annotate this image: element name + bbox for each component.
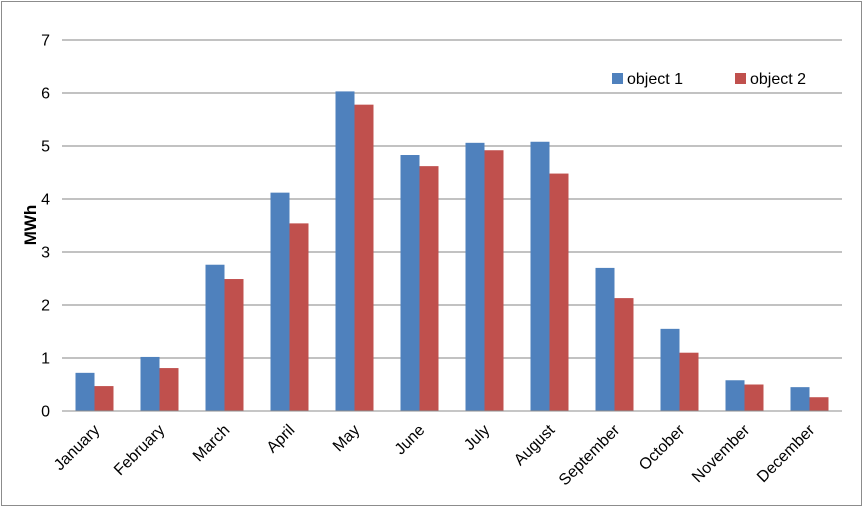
bar-object-1-march [205, 264, 225, 411]
legend-swatch [735, 73, 746, 84]
bar-object-2-july [484, 150, 504, 412]
bar-object-1-january [75, 372, 95, 411]
x-tick-label: April [264, 422, 299, 457]
bar-object-1-december [790, 387, 810, 411]
bar-object-2-november [744, 384, 764, 411]
y-tick-label: 6 [41, 86, 50, 103]
x-tick-label: June [392, 422, 429, 459]
legend: object 1 object 2 [612, 71, 806, 88]
x-tick-label: December [754, 421, 819, 486]
bar-object-1-september [595, 267, 615, 411]
y-tick-label: 7 [41, 33, 50, 50]
y-axis-title: MWh [21, 205, 40, 246]
x-tick-label: August [511, 421, 559, 469]
bar-object-2-september [614, 298, 634, 411]
x-tick-label: March [190, 422, 233, 465]
bar-object-2-march [224, 279, 244, 411]
bar-object-1-may [335, 91, 355, 411]
y-tick-label: 5 [41, 139, 50, 156]
x-tick-label: September [556, 421, 624, 489]
bar-object-1-october [660, 328, 680, 411]
x-tick-label: November [689, 421, 754, 486]
bar-object-1-august [530, 141, 550, 411]
x-axis-ticks: January February March April May June July Augu… [51, 421, 819, 489]
y-tick-label: 4 [41, 192, 50, 209]
bar-object-2-august [549, 173, 569, 411]
bar-object-1-april [270, 192, 290, 411]
bars [75, 91, 829, 412]
bar-object-2-june [419, 166, 439, 411]
x-tick-label: July [461, 422, 493, 454]
bar-object-2-october [679, 352, 699, 411]
legend-label: object 2 [750, 71, 806, 88]
bar-object-2-may [354, 104, 374, 411]
x-tick-label: May [330, 422, 363, 455]
bar-object-1-june [400, 155, 420, 411]
y-tick-label: 0 [41, 404, 50, 421]
gridlines [62, 39, 842, 359]
bar-object-2-december [809, 397, 829, 411]
y-axis-ticks: 0 1 2 3 4 5 6 7 [41, 33, 50, 421]
bar-object-1-february [140, 356, 160, 411]
bar-object-2-january [94, 386, 114, 411]
bar-object-1-november [725, 380, 745, 411]
x-tick-label: October [636, 421, 689, 474]
y-tick-label: 1 [41, 351, 50, 368]
bar-object-2-february [159, 368, 179, 411]
legend-swatch [612, 73, 623, 84]
y-tick-label: 3 [41, 245, 50, 262]
bar-object-2-april [289, 223, 309, 411]
bar-object-1-july [465, 142, 485, 411]
legend-label: object 1 [627, 71, 683, 88]
x-tick-label: January [51, 422, 103, 474]
y-tick-label: 2 [41, 298, 50, 315]
x-tick-label: February [111, 422, 168, 479]
